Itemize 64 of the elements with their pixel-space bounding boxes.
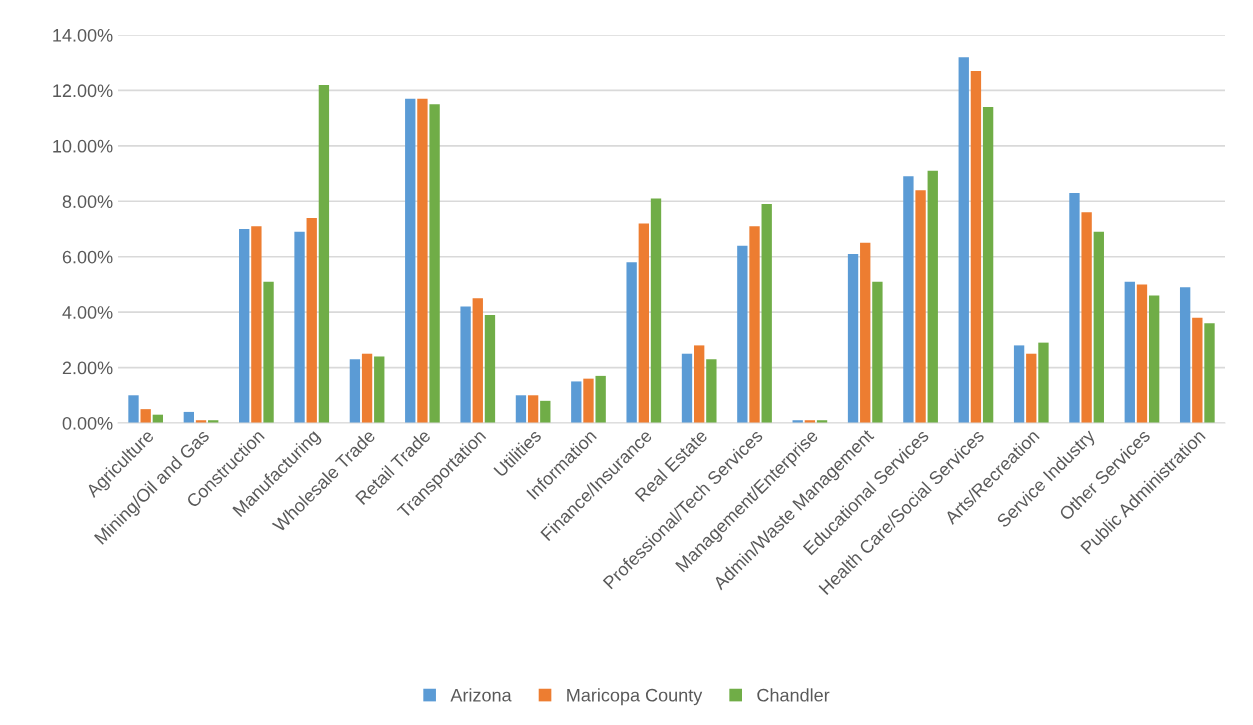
bar <box>1093 231 1104 423</box>
bar <box>251 226 262 423</box>
bar <box>1124 281 1135 423</box>
y-tick-label: 6.00% <box>62 250 113 264</box>
bar <box>239 229 250 423</box>
y-tick-label: 14.00% <box>53 28 113 42</box>
bar <box>540 400 551 423</box>
bar <box>515 395 527 423</box>
bar <box>361 353 373 423</box>
bar <box>429 104 440 423</box>
bar <box>374 356 385 423</box>
y-tick-label: 0.00% <box>62 416 113 430</box>
bar <box>1179 287 1191 423</box>
bar <box>737 245 748 423</box>
bar <box>318 84 330 423</box>
bar <box>958 57 969 423</box>
bar <box>749 226 760 423</box>
bar <box>982 107 994 423</box>
bar <box>595 375 606 423</box>
bar <box>694 345 705 423</box>
bar <box>128 395 139 423</box>
bar <box>970 71 982 423</box>
y-tick-label: 12.00% <box>53 84 113 98</box>
bar <box>847 253 859 423</box>
bar <box>1069 192 1080 423</box>
bar <box>915 190 926 423</box>
bar <box>626 262 637 423</box>
bar <box>306 217 317 423</box>
legend-label: Arizona <box>450 688 512 702</box>
bar <box>294 231 305 423</box>
y-tick-label: 8.00% <box>62 195 113 209</box>
legend-label: Maricopa County <box>567 688 703 706</box>
bar <box>527 395 539 423</box>
bar <box>1192 317 1203 423</box>
bar <box>927 170 938 423</box>
bar <box>583 378 594 423</box>
bar <box>349 359 361 423</box>
bar <box>460 306 471 423</box>
bar <box>1026 353 1037 423</box>
bar <box>405 98 416 423</box>
bar <box>263 281 274 423</box>
legend-label: Chandler <box>757 688 830 702</box>
bar <box>1136 284 1148 423</box>
y-tick-label: 2.00% <box>62 361 113 375</box>
bar <box>417 98 428 423</box>
y-tick-label: 4.00% <box>62 306 113 319</box>
bar <box>860 242 871 423</box>
bar <box>903 176 914 423</box>
bar <box>650 198 662 423</box>
bar <box>706 359 717 423</box>
bar <box>872 281 883 423</box>
bar <box>1204 323 1215 423</box>
bar <box>1013 345 1025 423</box>
bar <box>140 409 151 423</box>
bar <box>1148 295 1160 423</box>
bar <box>1081 212 1092 423</box>
bar <box>472 298 483 423</box>
y-tick-label: 10.00% <box>53 139 113 153</box>
bar <box>638 223 649 423</box>
bar <box>571 381 582 423</box>
bar <box>1038 342 1049 423</box>
bar <box>761 204 772 423</box>
bar <box>484 314 496 423</box>
bar <box>681 353 693 423</box>
